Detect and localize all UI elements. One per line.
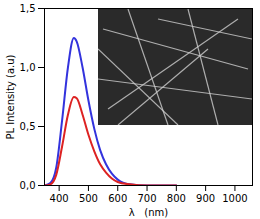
svg-text:0,5: 0,5 [20,121,36,132]
svg-text:500: 500 [79,193,98,204]
svg-text:900: 900 [196,193,215,204]
svg-text:0,0: 0,0 [20,180,36,191]
svg-text:600: 600 [108,193,127,204]
svg-text:400: 400 [50,193,69,204]
svg-text:λ (nm): λ (nm) [129,207,168,218]
svg-text:PL Intensity (a.u): PL Intensity (a.u) [5,54,16,139]
svg-text:800: 800 [167,193,186,204]
svg-text:1,5: 1,5 [20,3,36,14]
svg-text:1000: 1000 [222,193,247,204]
svg-text:700: 700 [137,193,156,204]
svg-text:1,0: 1,0 [20,62,36,73]
